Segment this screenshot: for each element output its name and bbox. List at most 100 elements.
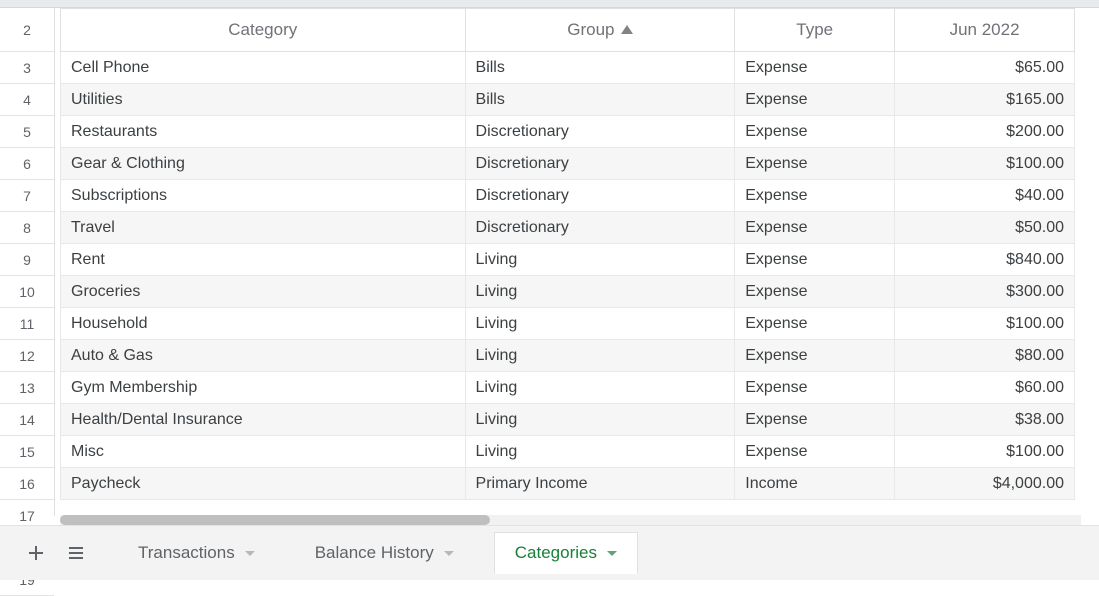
cell[interactable]: Gear & Clothing <box>61 148 466 180</box>
cell[interactable]: Health/Dental Insurance <box>61 404 466 436</box>
cell[interactable]: Household <box>61 308 466 340</box>
cell[interactable]: $38.00 <box>895 404 1075 436</box>
table-row[interactable]: Cell PhoneBillsExpense$65.00 <box>61 52 1075 84</box>
cell[interactable]: Bills <box>465 52 735 84</box>
cell[interactable]: Income <box>735 468 895 500</box>
row-header-cell[interactable]: 15 <box>0 436 54 468</box>
row-header-cell[interactable]: 11 <box>0 308 54 340</box>
row-header-cell[interactable]: 4 <box>0 84 54 116</box>
cell[interactable]: Discretionary <box>465 148 735 180</box>
cell[interactable]: Rent <box>61 244 466 276</box>
col-header-type[interactable]: Type <box>735 9 895 52</box>
cell[interactable]: Expense <box>735 212 895 244</box>
chevron-down-icon <box>245 551 255 556</box>
all-sheets-button[interactable] <box>58 535 94 571</box>
table-row[interactable]: Auto & GasLivingExpense$80.00 <box>61 340 1075 372</box>
cell[interactable]: Living <box>465 372 735 404</box>
table-row[interactable]: MiscLivingExpense$100.00 <box>61 436 1075 468</box>
cell[interactable]: $100.00 <box>895 308 1075 340</box>
cell[interactable]: Misc <box>61 436 466 468</box>
horizontal-scrollbar-thumb[interactable] <box>60 515 490 525</box>
cell[interactable]: Expense <box>735 340 895 372</box>
row-header-cell[interactable]: 9 <box>0 244 54 276</box>
cell[interactable]: Expense <box>735 148 895 180</box>
cell[interactable]: Restaurants <box>61 116 466 148</box>
col-header-group[interactable]: Group <box>465 9 735 52</box>
cell[interactable]: Expense <box>735 244 895 276</box>
cell[interactable]: Expense <box>735 436 895 468</box>
cell[interactable]: $200.00 <box>895 116 1075 148</box>
chevron-down-icon <box>444 551 454 556</box>
cell[interactable]: Subscriptions <box>61 180 466 212</box>
cell[interactable]: Expense <box>735 308 895 340</box>
cell[interactable]: Paycheck <box>61 468 466 500</box>
add-sheet-button[interactable] <box>18 535 54 571</box>
cell[interactable]: Auto & Gas <box>61 340 466 372</box>
cell[interactable]: Expense <box>735 404 895 436</box>
cell[interactable]: $60.00 <box>895 372 1075 404</box>
cell[interactable]: Living <box>465 308 735 340</box>
cell[interactable]: Discretionary <box>465 180 735 212</box>
sheet-tab-categories[interactable]: Categories <box>494 532 638 574</box>
cell[interactable]: Living <box>465 244 735 276</box>
row-header-cell[interactable]: 12 <box>0 340 54 372</box>
row-header-cell[interactable]: 5 <box>0 116 54 148</box>
cell[interactable]: Bills <box>465 84 735 116</box>
cell[interactable]: $840.00 <box>895 244 1075 276</box>
row-header-cell[interactable]: 8 <box>0 212 54 244</box>
cell[interactable]: Gym Membership <box>61 372 466 404</box>
table-row[interactable]: PaycheckPrimary IncomeIncome$4,000.00 <box>61 468 1075 500</box>
cell[interactable]: Discretionary <box>465 116 735 148</box>
table-row[interactable]: UtilitiesBillsExpense$165.00 <box>61 84 1075 116</box>
cell[interactable]: Cell Phone <box>61 52 466 84</box>
cell[interactable]: $300.00 <box>895 276 1075 308</box>
cell[interactable]: Expense <box>735 52 895 84</box>
sheet-tab-transactions[interactable]: Transactions <box>118 532 275 574</box>
cell[interactable]: Expense <box>735 276 895 308</box>
row-header-cell[interactable]: 10 <box>0 276 54 308</box>
row-header-cell[interactable]: 7 <box>0 180 54 212</box>
horizontal-scrollbar[interactable] <box>60 515 1081 525</box>
cell[interactable]: Living <box>465 340 735 372</box>
cell[interactable]: Groceries <box>61 276 466 308</box>
cell[interactable]: Living <box>465 436 735 468</box>
sort-ascending-icon <box>621 25 633 34</box>
cell[interactable]: Travel <box>61 212 466 244</box>
cell[interactable]: Expense <box>735 84 895 116</box>
cell[interactable]: $4,000.00 <box>895 468 1075 500</box>
table-row[interactable]: GroceriesLivingExpense$300.00 <box>61 276 1075 308</box>
cell[interactable]: $165.00 <box>895 84 1075 116</box>
table-row[interactable]: Gear & ClothingDiscretionaryExpense$100.… <box>61 148 1075 180</box>
cell[interactable]: $80.00 <box>895 340 1075 372</box>
row-header-cell[interactable]: 14 <box>0 404 54 436</box>
row-header-cell[interactable]: 13 <box>0 372 54 404</box>
cell[interactable]: Discretionary <box>465 212 735 244</box>
cell[interactable]: $65.00 <box>895 52 1075 84</box>
row-header-cell[interactable]: 3 <box>0 52 54 84</box>
cell[interactable]: Expense <box>735 372 895 404</box>
table-body: Cell PhoneBillsExpense$65.00UtilitiesBil… <box>61 52 1075 500</box>
cell[interactable]: Living <box>465 276 735 308</box>
table-row[interactable]: RestaurantsDiscretionaryExpense$200.00 <box>61 116 1075 148</box>
cell[interactable]: Expense <box>735 180 895 212</box>
cell[interactable]: $100.00 <box>895 148 1075 180</box>
table-row[interactable]: Gym MembershipLivingExpense$60.00 <box>61 372 1075 404</box>
table-row[interactable]: TravelDiscretionaryExpense$50.00 <box>61 212 1075 244</box>
cell[interactable]: $100.00 <box>895 436 1075 468</box>
sheet-tab-balance-history[interactable]: Balance History <box>295 532 474 574</box>
row-header-cell[interactable]: 16 <box>0 468 54 500</box>
cell[interactable]: Expense <box>735 116 895 148</box>
table-row[interactable]: HouseholdLivingExpense$100.00 <box>61 308 1075 340</box>
table-row[interactable]: SubscriptionsDiscretionaryExpense$40.00 <box>61 180 1075 212</box>
cell[interactable]: Living <box>465 404 735 436</box>
cell[interactable]: $50.00 <box>895 212 1075 244</box>
cell[interactable]: Utilities <box>61 84 466 116</box>
col-header-category[interactable]: Category <box>61 9 466 52</box>
col-header-month[interactable]: Jun 2022 <box>895 9 1075 52</box>
row-header-cell[interactable]: 6 <box>0 148 54 180</box>
table-row[interactable]: RentLivingExpense$840.00 <box>61 244 1075 276</box>
row-header-cell[interactable]: 2 <box>0 8 54 52</box>
cell[interactable]: Primary Income <box>465 468 735 500</box>
cell[interactable]: $40.00 <box>895 180 1075 212</box>
table-row[interactable]: Health/Dental InsuranceLivingExpense$38.… <box>61 404 1075 436</box>
